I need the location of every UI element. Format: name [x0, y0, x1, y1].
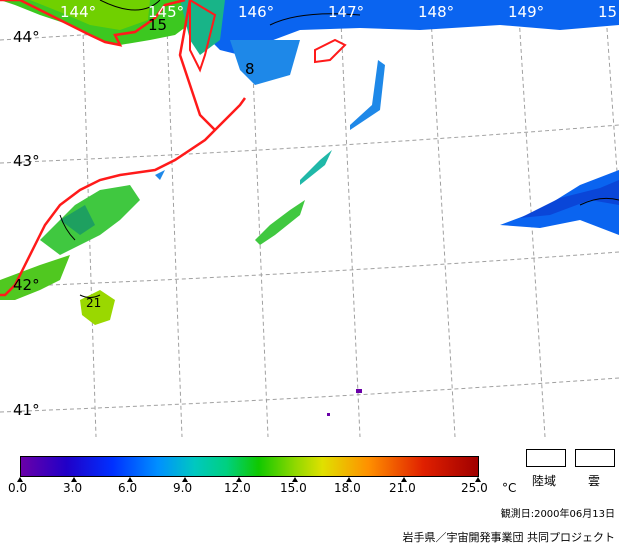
island-outline — [314, 38, 347, 64]
longitude-label: 15 — [598, 3, 618, 21]
contour-label-21: 21 — [86, 296, 101, 310]
colorbar-tick — [236, 477, 242, 482]
contour-lines — [59, 0, 619, 298]
land-legend-swatch — [526, 449, 566, 467]
longitude-label: 149° — [508, 3, 545, 21]
colorbar-tick-label: 6.0 — [118, 481, 138, 495]
land-legend-label: 陸域 — [532, 474, 557, 488]
sst-fragment-3 — [255, 200, 305, 245]
warm-sst-spot — [80, 290, 115, 325]
credit-text: 岩手県／宇宙開発事業団 共同プロジェクト — [402, 531, 616, 544]
sst-fragment-1 — [350, 60, 385, 130]
longitude-label: 148° — [418, 3, 455, 21]
colorbar-tick — [292, 477, 298, 482]
sst-fragment-2 — [300, 150, 332, 185]
colorbar-tick — [401, 477, 407, 482]
colorbar-tick-label: 21.0 — [389, 481, 416, 495]
colorbar-tick-label: 12.0 — [224, 481, 251, 495]
colorbar-tick — [182, 477, 188, 482]
longitude-label: 147° — [328, 3, 365, 21]
warm-spot-1 — [356, 389, 362, 393]
colorbar-tick — [71, 477, 77, 482]
colorbar-tick-label: 9.0 — [173, 481, 193, 495]
colorbar-tick — [475, 477, 481, 482]
colorbar-tick-label: 0.0 — [8, 481, 28, 495]
colorbar-tick — [127, 477, 133, 482]
island-outline-2 — [189, 0, 217, 73]
warm-sst-area-south — [0, 255, 70, 300]
colorbar-tick-label: 15.0 — [280, 481, 307, 495]
sst-map: 15 8 21 144° 145° 146° 147° 148° 149° 15… — [0, 0, 619, 437]
longitude-label: 144° — [60, 3, 97, 21]
colorbar-tick-label: 3.0 — [63, 481, 83, 495]
latitude-label: 44° — [13, 28, 40, 46]
temperature-colorbar — [20, 456, 479, 477]
cold-sst-patch-1 — [230, 40, 300, 85]
warm-sst-core-south — [60, 205, 95, 235]
latitude-label: 41° — [13, 401, 40, 419]
cold-sst-area-north — [200, 0, 619, 55]
colorbar-unit: °C — [502, 481, 517, 495]
colorbar-tick-label: 18.0 — [334, 481, 361, 495]
coastline — [0, 0, 247, 297]
cloud-legend-swatch — [575, 449, 615, 467]
latitude-label: 43° — [13, 152, 40, 170]
colorbar-tick — [346, 477, 352, 482]
longitude-label: 145° — [148, 3, 185, 21]
contour-label-15: 15 — [148, 16, 167, 34]
cold-sst-band — [520, 180, 619, 218]
observation-date: 観測日:2000年06月13日 — [500, 509, 615, 520]
sst-fragment-4 — [155, 170, 165, 180]
contour-label-8: 8 — [245, 60, 255, 78]
map-canvas: 15 8 21 — [0, 0, 619, 437]
latitude-label: 42° — [13, 276, 40, 294]
longitude-label: 146° — [238, 3, 275, 21]
warm-spot-2 — [327, 413, 330, 416]
colorbar-tick-label: 25.0 — [461, 481, 488, 495]
colorbar-tick — [17, 477, 23, 482]
cloud-legend-label: 雲 — [588, 474, 601, 488]
